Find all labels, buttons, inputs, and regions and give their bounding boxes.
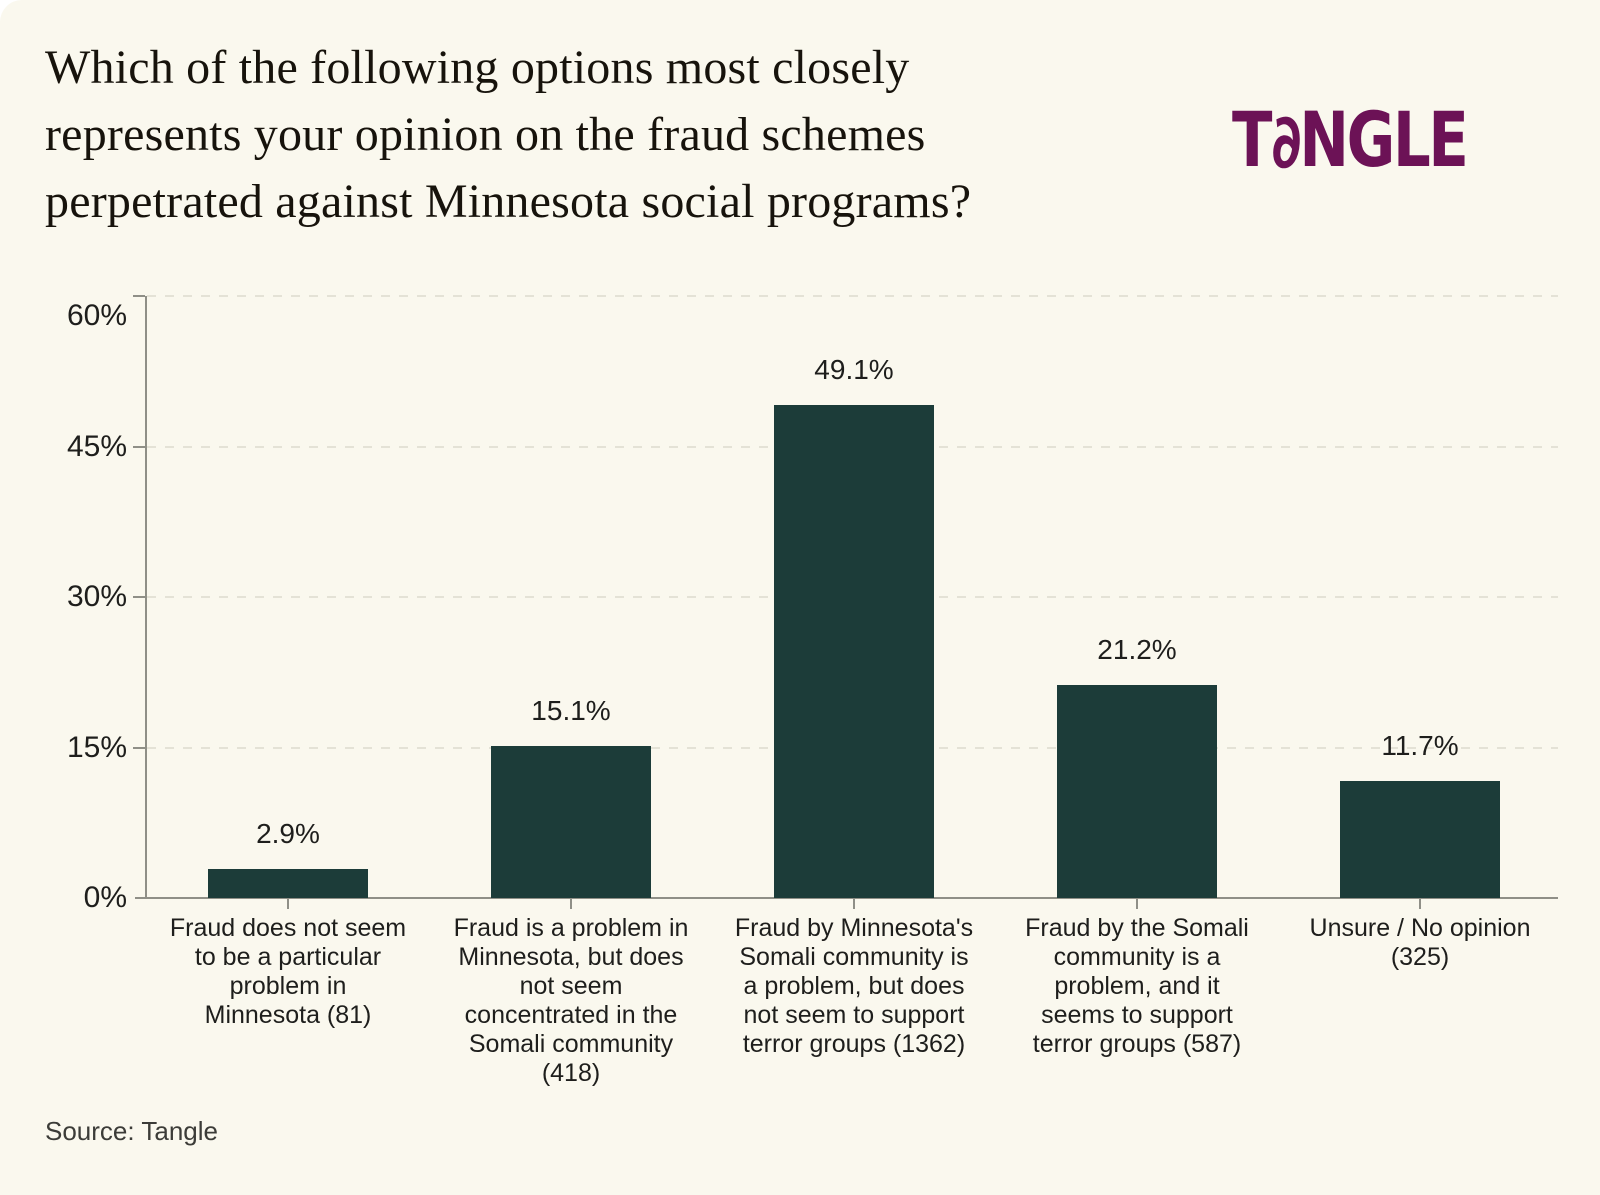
- category-label-3: Fraud by Minnesota's Somali community is…: [734, 914, 974, 1058]
- x-tick-5: [1419, 899, 1421, 909]
- category-label-1: Fraud does not seem to be a particular p…: [169, 914, 407, 1029]
- chart-title: Which of the following options most clos…: [45, 41, 972, 228]
- gridline-60: [147, 295, 1558, 297]
- x-axis-line: [135, 897, 1558, 899]
- bar-4: [1057, 685, 1217, 898]
- x-tick-3: [853, 899, 855, 909]
- bar-value-label-5: 11.7%: [1381, 730, 1459, 761]
- x-tick-1: [287, 899, 289, 909]
- y-axis-line: [145, 296, 147, 898]
- tangle-logo: T∂NGLE: [1232, 96, 1469, 187]
- bar-value-label-4: 21.2%: [1097, 634, 1177, 665]
- category-label-2: Fraud is a problem in Minnesota, but doe…: [453, 914, 689, 1087]
- bar-value-label-3: 49.1%: [814, 354, 894, 385]
- y-tick-label-45: 45%: [66, 429, 127, 463]
- y-tick-30: [133, 596, 145, 598]
- category-label-5: Unsure / No opinion (325): [1309, 914, 1531, 971]
- bar-5: [1340, 781, 1500, 898]
- y-tick-label-0: 0%: [83, 881, 127, 914]
- bar-3: [774, 405, 934, 898]
- bar-value-label-2: 15.1%: [531, 695, 611, 726]
- y-tick-15: [133, 746, 145, 749]
- y-tick-label-30: 30%: [66, 580, 127, 613]
- category-label-4: Fraud by the Somali community is a probl…: [1025, 914, 1249, 1058]
- bar-2: [491, 746, 651, 898]
- tangle-logo-letters-ngle: NGLE: [1299, 95, 1469, 184]
- y-tick-label-15: 15%: [66, 730, 127, 764]
- source-note: Source: Tangle: [45, 1116, 218, 1146]
- x-tick-2: [570, 899, 572, 909]
- y-tick-45: [133, 445, 145, 448]
- bar-value-label-1: 2.9%: [256, 818, 320, 849]
- y-tick-60: [133, 295, 145, 297]
- x-tick-4: [1136, 899, 1138, 909]
- y-tick-label-60: 60%: [66, 299, 127, 332]
- tangle-logo-letter-t: T: [1232, 95, 1272, 184]
- bar-1: [208, 869, 368, 898]
